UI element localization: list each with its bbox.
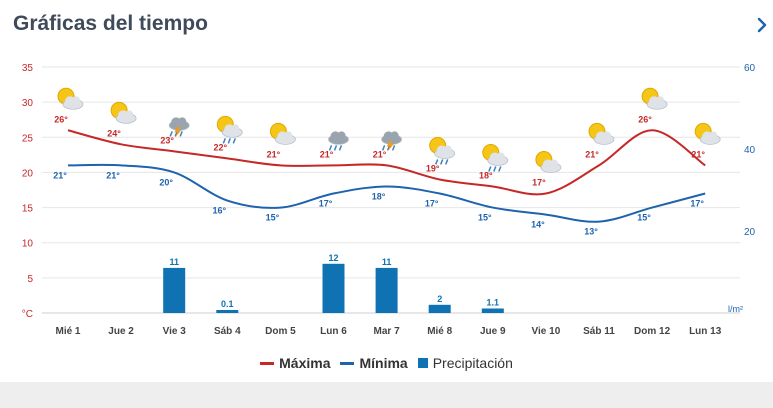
storm-icon	[381, 131, 403, 152]
min-data-label: 15°	[478, 213, 492, 223]
x-axis-tick: Jue 2	[108, 326, 134, 337]
min-data-label: 21°	[106, 170, 120, 180]
left-axis-tick: 15	[22, 204, 34, 215]
sun-cloud-icon	[588, 122, 615, 145]
right-axis-tick: 60	[744, 63, 756, 74]
precip-bar	[322, 263, 345, 313]
precip-label: 11	[169, 257, 179, 267]
min-data-label: 13°	[584, 227, 598, 237]
weather-chart: 35 30 25 20 15 10 5 °C 60 40 20 l/m² Mié 1 Jue 2 Vie 3…	[22, 63, 756, 337]
sun-cloud-icon	[110, 101, 137, 124]
x-axis-tick: Mar 7	[374, 326, 401, 337]
sun-cloud-icon	[57, 87, 84, 110]
chevron-right-icon[interactable]	[755, 14, 771, 36]
sun-cloud-icon	[641, 87, 668, 110]
min-data-label: 18°	[372, 191, 386, 201]
min-data-label: 17°	[425, 199, 439, 209]
legend-min-label: Mínima	[359, 355, 408, 371]
precip-bar	[216, 310, 239, 313]
min-data-label: 17°	[690, 199, 704, 209]
left-axis-tick: 5	[27, 274, 33, 285]
right-axis-tick: 40	[744, 145, 756, 156]
left-axis-tick: 20	[22, 168, 34, 179]
min-data-label: 21°	[53, 170, 67, 180]
precip-bar	[428, 304, 451, 313]
precip-label: 2	[437, 294, 442, 304]
max-data-label: 24°	[107, 128, 121, 138]
legend-max-swatch	[260, 361, 275, 365]
min-data-label: 17°	[319, 199, 333, 209]
x-axis-tick: Sáb 11	[583, 326, 615, 337]
legend-precip-label: Precipitación	[432, 355, 513, 371]
legend-precip-swatch	[417, 358, 428, 368]
left-axis-tick: 10	[22, 239, 34, 250]
max-data-label: 21°	[585, 149, 599, 159]
max-data-label: 19°	[426, 163, 440, 173]
precip-bar	[163, 267, 186, 313]
max-data-label: 22°	[213, 142, 227, 152]
min-data-label: 15°	[266, 213, 280, 223]
max-data-label: 17°	[532, 178, 546, 188]
chart-legend: Máxima Mínima Precipitación	[0, 350, 773, 376]
max-data-label: 26°	[638, 114, 652, 124]
x-axis-tick: Lun 6	[320, 326, 347, 337]
x-axis-tick: Dom 5	[265, 326, 296, 337]
max-data-label: 21°	[267, 149, 281, 159]
x-axis-tick: Lun 13	[689, 326, 722, 337]
precip-label: 11	[382, 257, 392, 267]
precip-label: 12	[328, 253, 338, 263]
x-axis-tick: Mié 1	[55, 326, 80, 337]
right-axis-unit: l/m²	[728, 304, 743, 314]
x-axis-tick: Vie 10	[532, 326, 561, 337]
x-axis-tick: Vie 3	[163, 326, 187, 337]
sun-cloud-icon	[535, 151, 562, 173]
left-axis-tick: 35	[22, 63, 34, 74]
legend-max[interactable]: Máxima	[260, 355, 330, 371]
max-data-label: 21°	[373, 149, 387, 159]
storm-icon	[168, 117, 190, 138]
max-data-label: 21°	[320, 149, 334, 159]
max-data-label: 26°	[54, 114, 68, 124]
min-data-label: 14°	[531, 220, 545, 230]
precip-label: 1.1	[487, 297, 500, 307]
left-axis-unit: °C	[22, 309, 33, 320]
legend-min[interactable]: Mínima	[340, 355, 408, 371]
rain-sun-icon	[429, 136, 456, 165]
max-data-label: 18°	[479, 170, 493, 180]
footer-band	[0, 382, 773, 408]
min-data-label: 15°	[637, 213, 651, 223]
x-axis-tick: Jue 9	[480, 326, 506, 337]
legend-min-swatch	[340, 361, 355, 365]
min-data-label: 16°	[212, 206, 226, 216]
min-data-label: 20°	[159, 177, 173, 187]
x-axis-tick: Sáb 4	[214, 326, 241, 337]
x-axis-tick: Dom 12	[634, 326, 671, 337]
left-axis-tick: 25	[22, 133, 34, 144]
min-series-line	[67, 163, 706, 223]
sun-cloud-icon	[269, 122, 296, 145]
page-title: Gráficas del tiempo	[13, 12, 208, 35]
max-series-line	[67, 129, 706, 196]
rain-sun-icon	[216, 115, 243, 144]
rain-icon	[328, 131, 349, 151]
precip-bar	[481, 308, 504, 313]
rain-sun-icon	[482, 143, 509, 172]
precip-bar	[375, 267, 398, 313]
right-axis-tick: 20	[744, 227, 756, 238]
max-data-label: 21°	[691, 149, 705, 159]
legend-precip[interactable]: Precipitación	[417, 355, 513, 371]
left-axis-tick: 30	[22, 98, 34, 109]
legend-max-label: Máxima	[279, 355, 331, 371]
precip-label: 0.1	[221, 299, 234, 309]
max-data-label: 23°	[160, 135, 174, 145]
x-axis-tick: Mié 8	[427, 326, 452, 337]
sun-cloud-icon	[694, 122, 721, 145]
